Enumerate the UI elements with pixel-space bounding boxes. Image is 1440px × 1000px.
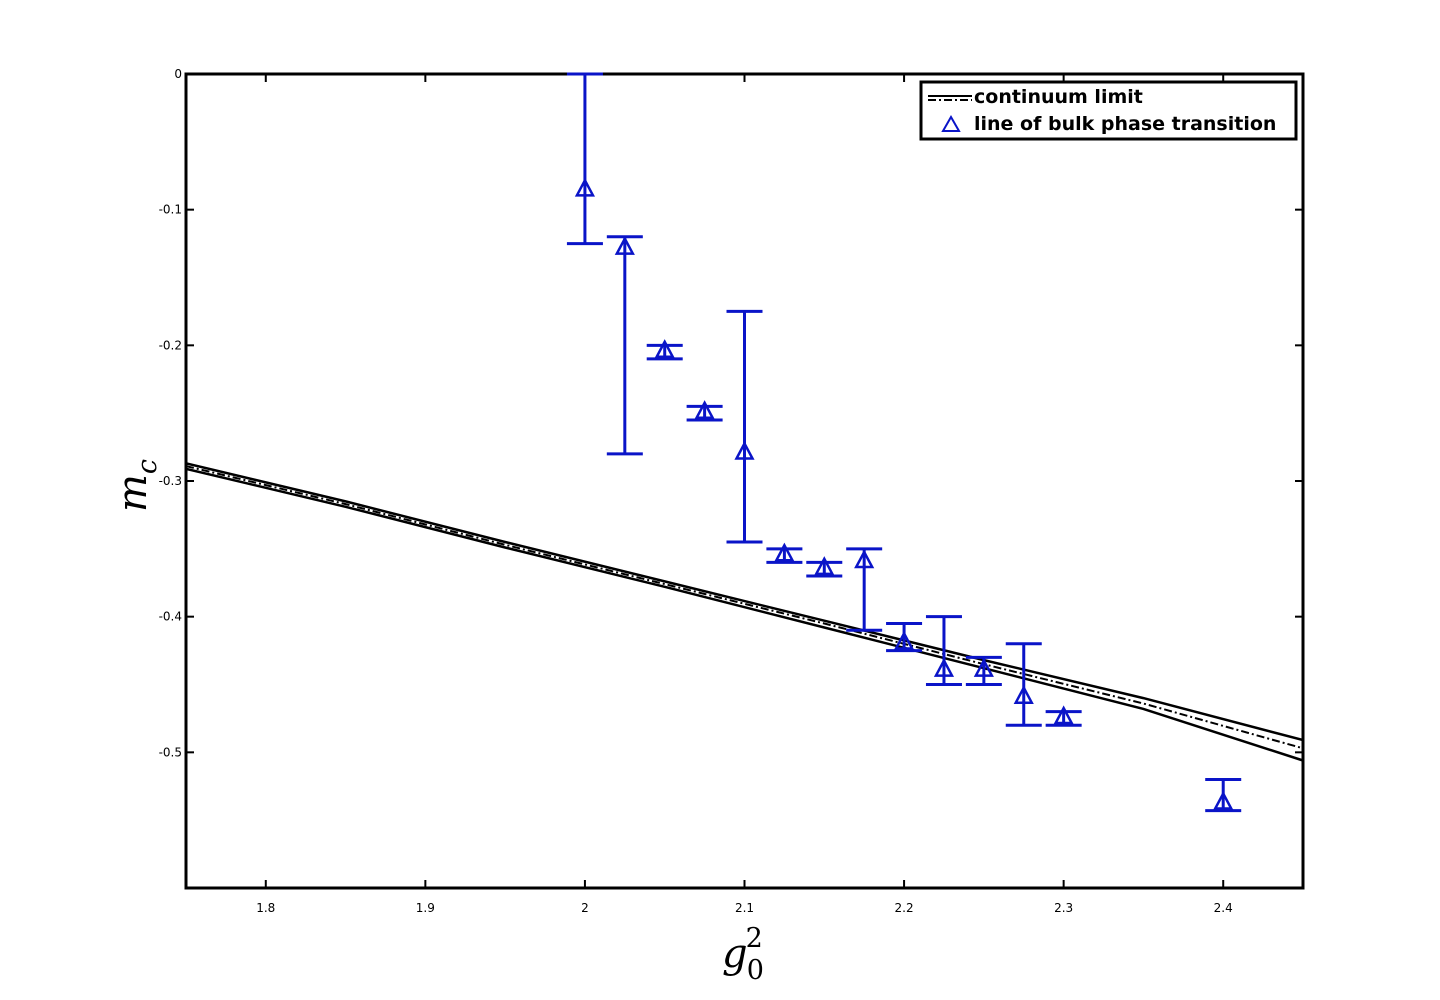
data-point [1205, 777, 1242, 813]
triangle-marker [694, 400, 715, 420]
data-point [925, 615, 962, 686]
y-tick-label: -0.1 [159, 203, 182, 217]
triangle-marker [614, 235, 635, 255]
data-point [1005, 642, 1042, 727]
triangle-marker [893, 630, 915, 650]
x-tick-label: 2.1 [735, 901, 754, 915]
data-point [646, 339, 683, 361]
triangle-marker [854, 549, 875, 569]
x-tick-label: 2.4 [1214, 901, 1233, 915]
triangle-marker [1013, 685, 1034, 704]
x-axis-label: g2 0 [722, 923, 764, 986]
data-point [566, 72, 603, 246]
triangle-marker [654, 339, 675, 359]
y-tick-label: -0.5 [159, 745, 182, 759]
triangle-marker [1213, 790, 1234, 810]
data-point [606, 235, 643, 456]
data-point [766, 542, 803, 564]
x-tick-label: 2 [581, 901, 589, 915]
x-tick-label: 2.2 [895, 901, 914, 915]
data-point [965, 655, 1002, 686]
svg-text:mc: mc [110, 459, 163, 512]
legend-line-marker [928, 95, 972, 101]
triangle-marker [774, 542, 795, 562]
triangle-marker [574, 177, 596, 197]
y-tick-label: -0.2 [159, 338, 182, 352]
triangle-marker [814, 556, 835, 576]
axis-tick-labels: 1.8 1.9 2 2.1 2.2 2.3 2.4 0 -0.1 -0.2 -0.3 -0.4 -0.5 [159, 67, 1233, 915]
triangle-marker [933, 657, 955, 677]
legend-triangle-icon [941, 114, 961, 132]
x-tick-label: 1.8 [256, 901, 275, 915]
x-tick-label: 1.9 [416, 901, 435, 915]
data-point [686, 400, 723, 422]
data-point [1045, 705, 1082, 727]
y-tick-label: 0 [174, 67, 182, 81]
y-axis-label: mc [110, 459, 163, 512]
triangle-marker [1053, 705, 1074, 725]
triangle-marker [734, 440, 755, 460]
continuum-limit-band [186, 462, 1303, 762]
legend-continuum-limit: continuum limit [974, 86, 1143, 108]
continuum-lower-line [186, 467, 1303, 762]
data-point [886, 621, 923, 653]
y-tick-label: -0.3 [159, 474, 182, 488]
y-tick-label: -0.4 [159, 610, 182, 624]
data-point [806, 556, 843, 578]
legend-bulk-phase-transition: line of bulk phase transition [974, 113, 1276, 135]
data-point [846, 547, 883, 632]
legend-box [919, 80, 1298, 141]
axis-ticks [186, 73, 1303, 888]
triangle-marker [973, 657, 994, 677]
x-tick-label: 2.3 [1054, 901, 1073, 915]
data-point [726, 309, 763, 544]
data-points [566, 72, 1242, 813]
continuum-upper-line [186, 462, 1303, 742]
legend: continuum limit line of bulk phase trans… [919, 80, 1298, 141]
